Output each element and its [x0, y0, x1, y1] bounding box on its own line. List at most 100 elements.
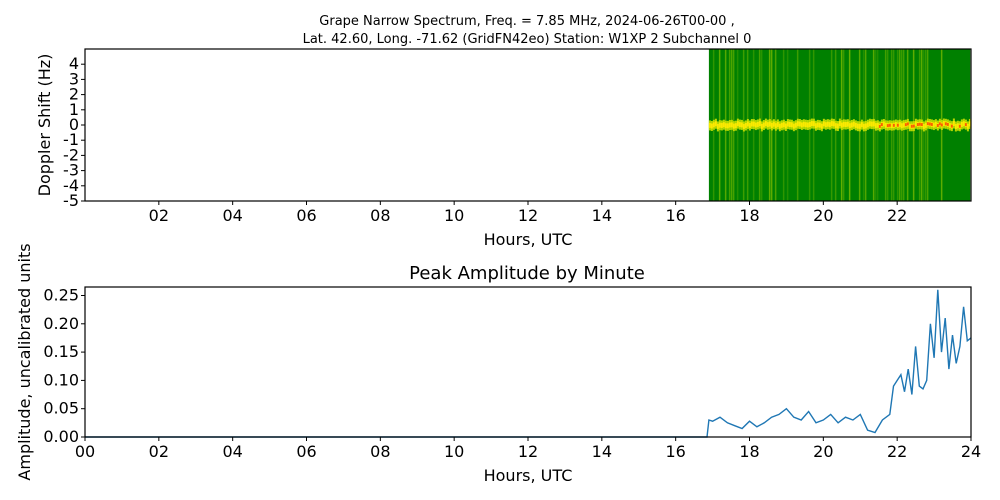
- spectrogram-band-core: [844, 122, 847, 128]
- spectrogram-band-core: [770, 122, 773, 128]
- spectrogram-band-core: [900, 123, 903, 129]
- spectrogram-band-hot: [920, 123, 923, 127]
- spectrogram-band-core: [782, 122, 785, 128]
- amplitude-y-tick-label: 0.25: [43, 285, 79, 304]
- spectrogram-band-core: [948, 123, 951, 129]
- amplitude-y-tick-label: 0.10: [43, 370, 79, 389]
- spectrogram-image: [708, 49, 971, 201]
- spectrogram-y-tick-label: 4: [69, 54, 79, 73]
- spectrogram-band-core: [738, 122, 741, 128]
- spectrogram-band-core: [834, 123, 837, 129]
- spectrum-title-line1: Grape Narrow Spectrum, Freq. = 7.85 MHz,…: [319, 14, 734, 29]
- spectrogram-band-core: [786, 121, 789, 127]
- spectrogram-band-core: [824, 122, 827, 128]
- spectrogram-band-hot: [950, 124, 953, 128]
- spectrogram-y-axis-label: Doppler Shift (Hz): [35, 54, 54, 197]
- spectrogram-band-core: [796, 121, 799, 127]
- spectrogram-band-core: [840, 122, 843, 128]
- spectrogram-band-hot: [936, 123, 939, 127]
- spectrogram-band-core: [808, 121, 811, 127]
- spectrogram-band-core: [716, 123, 719, 129]
- amplitude-x-axis-label: Hours, UTC: [484, 466, 573, 485]
- spectrogram-band-core: [742, 123, 745, 129]
- spectrogram-band-core: [952, 121, 955, 127]
- spectrogram-band-hot: [918, 122, 921, 126]
- spectrogram-band-core: [746, 121, 749, 127]
- spectrogram-band-core: [864, 123, 867, 129]
- spectrogram-band-core: [720, 122, 723, 128]
- spectrogram-band-core: [850, 122, 853, 128]
- spectrogram-x-tick-label: 02: [149, 206, 169, 225]
- spectrogram-band-core: [954, 123, 957, 129]
- spectrogram-band-core: [818, 122, 821, 128]
- spectrogram-band-core: [836, 123, 839, 129]
- amplitude-x-tick-label: 24: [961, 442, 981, 461]
- spectrogram-band-core: [780, 122, 783, 128]
- spectrogram-band-core: [872, 121, 875, 127]
- spectrogram-x-tick-label: 08: [370, 206, 390, 225]
- spectrogram-band-core: [752, 121, 755, 127]
- spectrogram-x-ticks: 02 04 06 08 10 12 14 16 18 20 22: [149, 201, 907, 225]
- spectrogram-band-core: [874, 123, 877, 129]
- spectrogram-x-tick-label: 14: [592, 206, 612, 225]
- spectrogram-band-core: [750, 121, 753, 127]
- spectrogram-band-hot: [926, 122, 929, 126]
- spectrogram-band-core: [846, 121, 849, 127]
- spectrogram-band-core: [876, 122, 879, 128]
- spectrogram-band-hot: [946, 122, 949, 126]
- spectrogram-band-core: [932, 122, 935, 128]
- spectrogram-band-core: [806, 122, 809, 128]
- spectrogram-y-tick-label: -3: [63, 161, 79, 180]
- amplitude-x-tick-label: 10: [444, 442, 464, 461]
- spectrogram-x-tick-label: 18: [739, 206, 759, 225]
- spectrogram-band-core: [894, 122, 897, 128]
- spectrogram-band-core: [748, 123, 751, 129]
- spectrogram-band-core: [842, 121, 845, 127]
- spectrogram-band-core: [924, 122, 927, 128]
- spectrogram-band-core: [902, 122, 905, 128]
- spectrogram-band-core: [744, 122, 747, 128]
- spectrogram-band-core: [790, 122, 793, 128]
- spectrogram-band-core: [712, 122, 715, 128]
- spectrogram-x-tick-label: 04: [222, 206, 242, 225]
- spectrogram-band-core: [764, 121, 767, 127]
- spectrogram-band-core: [942, 121, 945, 127]
- spectrogram-band-core: [862, 123, 865, 129]
- amplitude-x-tick-label: 06: [296, 442, 316, 461]
- spectrogram-band-core: [960, 121, 963, 127]
- spectrogram-band-core: [810, 121, 813, 127]
- spectrogram-band-core: [852, 121, 855, 127]
- spectrogram-band-hot: [880, 123, 883, 127]
- spectrogram-band-core: [934, 121, 937, 127]
- spectrogram-band-core: [728, 122, 731, 128]
- spectrogram-y-tick-label: 0: [69, 115, 79, 134]
- spectrogram-band-hot: [930, 122, 933, 126]
- spectrogram-band-core: [726, 123, 729, 129]
- spectrogram-x-tick-label: 22: [887, 206, 907, 225]
- spectrogram-band-core: [794, 122, 797, 128]
- spectrogram-band-core: [908, 123, 911, 129]
- spectrogram-band-core: [714, 121, 717, 127]
- spectrogram-band-hot: [906, 122, 909, 126]
- spectrogram-band-core: [774, 123, 777, 129]
- amplitude-y-tick-label: 0.05: [43, 399, 79, 418]
- spectrogram-band-hot: [928, 122, 931, 126]
- spectrogram-band-core: [820, 123, 823, 129]
- spectrogram-band-core: [788, 122, 791, 128]
- spectrogram-y-tick-label: 2: [69, 85, 79, 104]
- spectrogram-band-core: [760, 123, 763, 129]
- spectrogram-band-core: [966, 123, 969, 129]
- amplitude-plot-area: [85, 287, 971, 437]
- spectrogram-band-core: [830, 121, 833, 127]
- spectrogram-band-core: [758, 121, 761, 127]
- spectrogram-band-core: [882, 121, 885, 127]
- spectrogram-x-tick-label: 16: [665, 206, 685, 225]
- spectrogram-band-core: [778, 123, 781, 129]
- spectrogram-band-core: [710, 123, 713, 129]
- spectrogram-band-core: [722, 122, 725, 128]
- spectrogram-band-core: [890, 123, 893, 129]
- spectrogram-band-core: [804, 122, 807, 128]
- spectrogram-band-core: [884, 122, 887, 128]
- spectrogram-band-core: [798, 121, 801, 127]
